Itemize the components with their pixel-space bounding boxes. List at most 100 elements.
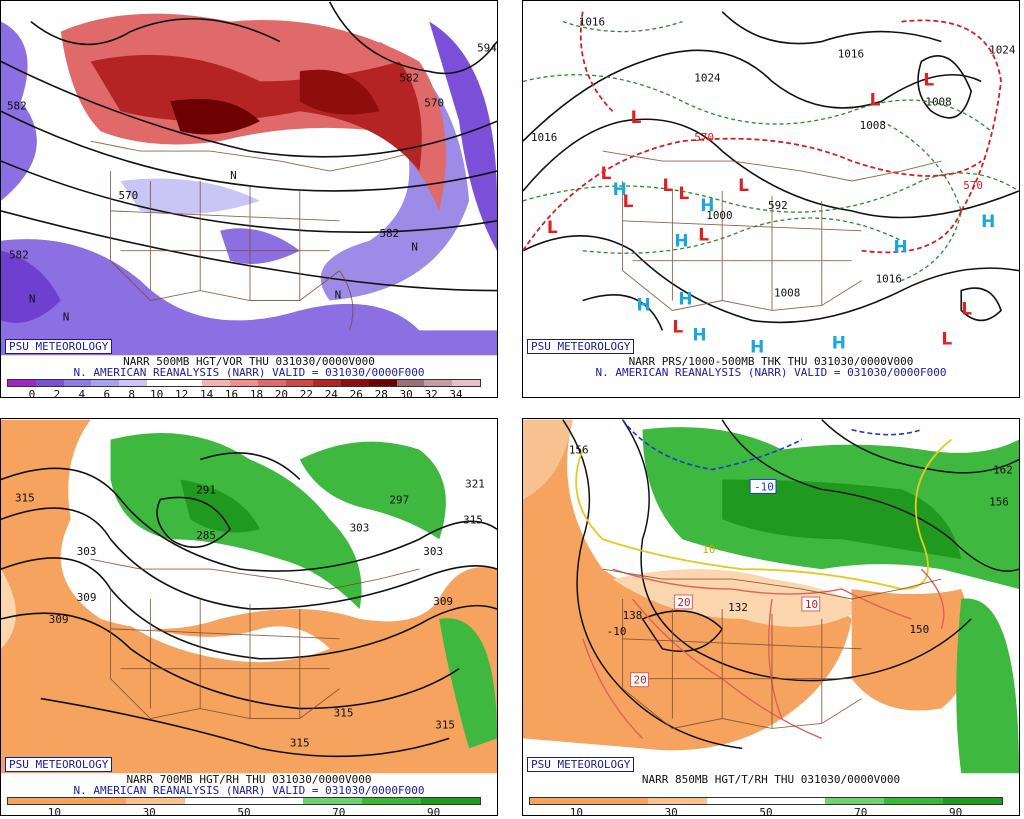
color-scale-swatch	[8, 798, 67, 804]
low-pressure-marker: L	[547, 217, 558, 237]
color-scale-swatch	[707, 798, 766, 804]
vorticity-map: 582 570 582 594 570 582 582 N N N N N	[1, 1, 497, 356]
map-label: 594	[477, 42, 497, 55]
map-label: 1000	[706, 209, 732, 222]
color-scale-swatch	[91, 380, 120, 386]
color-scale-swatch	[185, 798, 244, 804]
color-scale-tick-label: 0	[28, 388, 36, 398]
color-scale-tick-label: 32	[424, 388, 438, 398]
t-rh-850mb-map: 156 -10 162 156 10 20 10 138 132 20 150 …	[523, 419, 1019, 774]
map-label: 315	[334, 707, 354, 720]
color-scale-tick-label: 30	[664, 806, 678, 816]
high-pressure-marker: H	[674, 231, 688, 251]
color-scale-tick-label: 2	[53, 388, 61, 398]
map-label: 156	[569, 444, 589, 457]
map-label: 570	[424, 96, 444, 109]
map-label: 1024	[989, 44, 1016, 57]
color-scale-swatch	[174, 380, 203, 386]
color-scale-tick-label: 10	[47, 806, 62, 816]
map-label: 309	[77, 591, 97, 604]
map-label: 20	[634, 674, 647, 687]
map-label: 315	[15, 491, 35, 504]
color-scale-swatch	[285, 380, 314, 386]
color-scale-swatch	[67, 798, 126, 804]
map-label: 315	[463, 513, 483, 526]
map-label: 570	[119, 189, 139, 202]
color-scale-tick-label: 26	[349, 388, 363, 398]
map-label: 1024	[694, 71, 721, 84]
color-scale-swatch	[202, 380, 231, 386]
color-scale-swatch	[452, 380, 481, 386]
panel-title: NARR 500MB HGT/VOR THU 031030/0000V000	[123, 355, 375, 368]
map-label: 1016	[876, 273, 902, 286]
map-label: 582	[7, 99, 27, 112]
map-label: 1008	[860, 119, 886, 132]
color-scale-swatch	[648, 798, 707, 804]
panel-700mb-rh: 315 291 285 309 303 309 315 321 303 309 …	[0, 418, 498, 816]
color-scale-swatch	[368, 380, 397, 386]
source-tag: PSU METEOROLOGY	[527, 757, 635, 772]
map-label: 297	[389, 493, 409, 506]
panel-title: NARR PRS/1000-500MB THK THU 031030/0000V…	[628, 355, 914, 368]
color-scale-swatch	[825, 798, 884, 804]
color-scale-tick-label: 6	[103, 388, 111, 398]
map-label: 1016	[531, 131, 557, 144]
color-scale-tick-label: 90	[426, 806, 441, 816]
color-scale-swatch	[146, 380, 175, 386]
source-tag: PSU METEOROLOGY	[527, 339, 635, 354]
color-scale-swatch	[35, 380, 64, 386]
color-scale-tick-label: 50	[759, 806, 773, 816]
map-label: 309	[433, 595, 453, 608]
map-label: -10	[754, 480, 774, 493]
panel-subtitle: N. AMERICAN REANALYSIS (NARR) VALID = 03…	[73, 784, 425, 797]
map-label: 285	[196, 529, 216, 542]
high-pressure-marker: H	[613, 179, 627, 199]
color-scale-swatch	[8, 380, 36, 386]
map-label: 132	[728, 601, 748, 614]
map-label: 303	[77, 545, 97, 558]
color-scale-tick-label: 18	[249, 388, 264, 398]
map-label: 309	[49, 613, 69, 626]
color-scale-swatch	[313, 380, 342, 386]
low-pressure-marker: L	[631, 107, 642, 127]
panel-subtitle: N. AMERICAN REANALYSIS (NARR) VALID = 03…	[595, 366, 947, 379]
map-label: -10	[607, 625, 627, 638]
color-scale-tick-label: 20	[274, 388, 289, 398]
map-label: 10	[805, 598, 818, 611]
low-pressure-marker: L	[601, 163, 612, 183]
color-scale-swatch	[766, 798, 825, 804]
color-scale-ticks: 10 30 50 70 90	[529, 806, 1003, 816]
color-scale-swatch	[943, 798, 1002, 804]
panel-850mb-t-rh: 156 -10 162 156 10 20 10 138 132 20 150 …	[522, 418, 1020, 816]
color-scale-swatch	[884, 798, 943, 804]
low-pressure-marker: L	[623, 191, 634, 211]
map-label: 303	[350, 521, 370, 534]
pressure-map: 1016 1016 1024 1008 1016 1000 1008 1016 …	[523, 1, 1019, 356]
high-pressure-marker: H	[637, 294, 651, 314]
color-scale-swatch	[589, 798, 648, 804]
map-label: 315	[290, 736, 310, 749]
high-pressure-marker: H	[692, 324, 706, 344]
color-scale-swatch	[119, 380, 147, 386]
color-scale-tick-label: 10	[150, 388, 164, 398]
map-label: 570	[963, 179, 983, 192]
color-scale-tick-label: 34	[449, 388, 463, 398]
color-scale-bar	[7, 797, 481, 805]
map-label: N	[230, 169, 237, 182]
low-pressure-marker: L	[961, 298, 972, 318]
color-scale-tick-label: 24	[324, 388, 338, 398]
map-label: 1008	[774, 287, 800, 300]
panel-subtitle: N. AMERICAN REANALYSIS (NARR) VALID = 03…	[73, 366, 425, 379]
map-label: N	[335, 289, 342, 302]
map-label: 156	[989, 495, 1009, 508]
color-scale-tick-label: 8	[128, 388, 136, 398]
color-scale-swatch	[126, 798, 185, 804]
color-scale-tick-label: 22	[299, 388, 313, 398]
color-scale-tick-label: 50	[237, 806, 251, 816]
map-label: 138	[623, 609, 643, 622]
color-scale-swatch	[396, 380, 425, 386]
map-label: 592	[768, 199, 788, 212]
color-scale-tick-label: 28	[374, 388, 388, 398]
panel-title: NARR 700MB HGT/RH THU 031030/0000V000	[126, 773, 372, 786]
color-scale-swatch	[63, 380, 92, 386]
